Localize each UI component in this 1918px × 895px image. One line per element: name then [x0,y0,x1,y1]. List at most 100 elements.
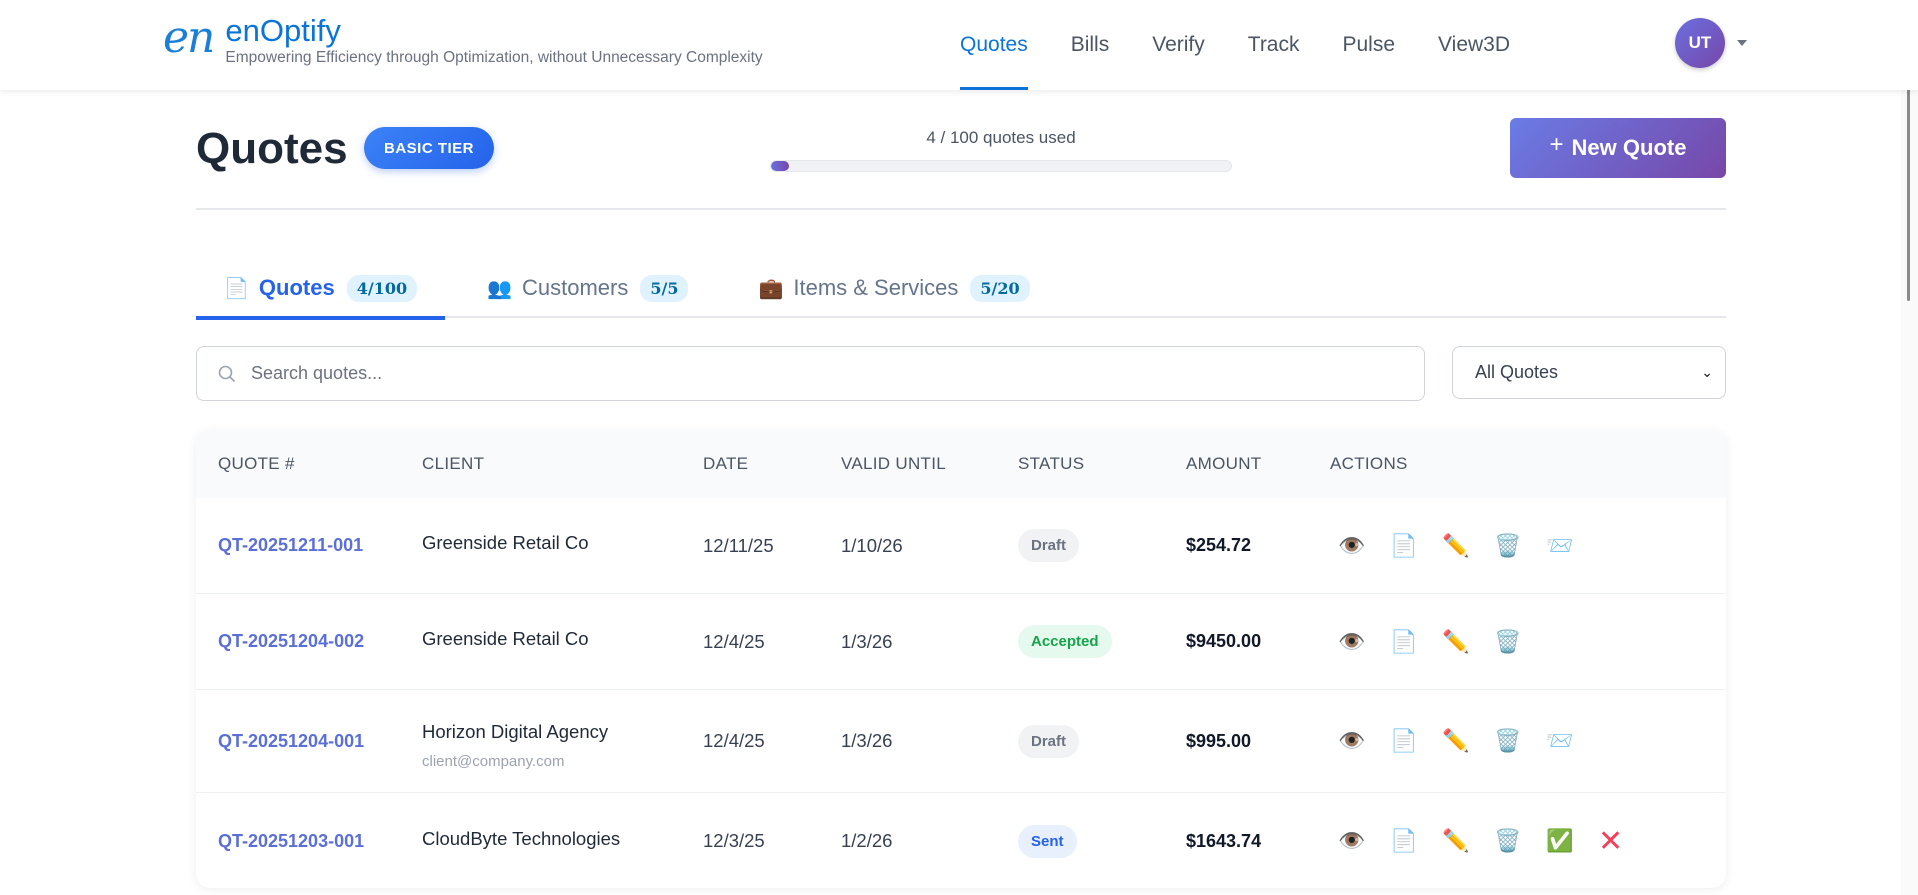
logo-icon: en [163,12,215,63]
brand[interactable]: en enOptify Empowering Efficiency throug… [163,14,763,67]
search-icon [218,365,236,382]
quote-amount: $254.72 [1186,535,1252,555]
tab-quotes[interactable]: 📄 Quotes 4/100 [196,258,446,320]
tab-customers[interactable]: 👥 Customers 5/5 [459,258,716,318]
usage-text: 4 / 100 quotes used [926,128,1076,147]
nav-item-pulse[interactable]: Pulse [1342,33,1396,56]
quote-date: 12/4/25 [703,630,765,652]
caret-down-icon[interactable] [1737,40,1747,46]
quote-amount: $995.00 [1186,730,1252,751]
new-quote-button[interactable]: + New Quote [1510,118,1726,178]
tab-count-badge: 4/100 [346,274,418,302]
pdf-icon[interactable]: 📄 [1390,628,1418,654]
top-navigation-bar: en enOptify Empowering Efficiency throug… [0,0,1918,90]
search-box [196,346,1425,401]
usage-progress-bar [770,160,1232,172]
tab-items-services[interactable]: 💼 Items & Services 5/20 [730,258,1057,318]
edit-icon[interactable]: ✏️ [1442,532,1470,558]
col-actions: ACTIONS [1330,454,1408,473]
chevron-down-icon: ⌄ [1701,364,1713,380]
document-icon: 📄 [224,277,249,300]
scrollbar-thumb[interactable] [1907,16,1910,301]
col-quote-number[interactable]: QUOTE # [218,454,295,473]
plus-icon: + [1549,131,1564,158]
edit-icon[interactable]: ✏️ [1442,628,1470,654]
valid-until-date: 1/3/26 [841,730,893,751]
avatar[interactable]: UT [1675,18,1725,68]
accept-icon[interactable]: ✅ [1546,828,1574,853]
pdf-icon[interactable]: 📄 [1390,532,1418,558]
valid-until-date: 1/3/26 [841,630,893,652]
client-name: Horizon Digital Agency [422,720,609,742]
client-name: CloudByte Technologies [422,828,621,849]
col-valid-until[interactable]: VALID UNTIL [841,454,947,473]
brand-tagline: Empowering Efficiency through Optimizati… [225,49,763,66]
nav-item-bills[interactable]: Bills [1070,33,1110,56]
usage-meter: 4 / 100 quotes used [770,128,1232,172]
status-badge: Draft [1018,724,1080,758]
quote-amount: $9450.00 [1186,631,1262,651]
brand-name: enOptify [225,13,341,48]
reject-icon[interactable]: ✕ [1598,824,1624,858]
tab-label: Customers [521,275,629,300]
tier-badge: BASIC TIER [364,127,495,169]
nav-item-quotes[interactable]: Quotes [960,0,1028,90]
status-badge: Draft [1018,529,1080,562]
status-filter-select[interactable]: All Quotes ⌄ [1452,346,1726,399]
quote-amount: $1643.74 [1186,830,1262,851]
nav-item-track[interactable]: Track [1247,33,1300,56]
new-quote-label: New Quote [1571,135,1687,160]
client-name: Greenside Retail Co [422,531,589,553]
status-badge: Accepted [1018,625,1112,658]
quote-number-link[interactable]: QT-20251204-001 [218,730,365,751]
people-icon: 👥 [487,277,512,300]
table-row: QT-20251204-002 Greenside Retail Co 12/4… [196,594,1726,690]
table-row: QT-20251203-001 CloudByte Technologies 1… [196,793,1726,888]
filter-selected: All Quotes [1475,362,1559,382]
nav-item-verify[interactable]: Verify [1152,33,1205,56]
quote-date: 12/3/25 [703,830,765,851]
quote-date: 12/11/25 [703,534,774,556]
view-icon[interactable]: 👁️ [1338,828,1366,853]
tab-label: Quotes [258,275,335,300]
tab-count-badge: 5/5 [640,274,689,302]
edit-icon[interactable]: ✏️ [1442,728,1470,753]
valid-until-date: 1/2/26 [841,830,893,851]
send-email-icon[interactable]: 📨 [1546,728,1574,753]
page-title: Quotes [196,124,348,173]
delete-icon[interactable]: 🗑️ [1494,532,1522,558]
search-input[interactable] [251,363,1351,384]
quote-date: 12/4/25 [703,730,765,751]
delete-icon[interactable]: 🗑️ [1494,828,1522,853]
quote-number-link[interactable]: QT-20251203-001 [218,830,365,851]
view-icon[interactable]: 👁️ [1338,532,1366,558]
main-nav: Quotes Bills Verify Track Pulse View3D [960,0,1553,90]
client-email: client@company.com [422,752,565,770]
table-row: QT-20251204-001 Horizon Digital Agency c… [196,690,1726,793]
edit-icon[interactable]: ✏️ [1442,828,1470,853]
col-status[interactable]: STATUS [1018,454,1085,473]
nav-item-view3d[interactable]: View3D [1438,33,1511,56]
table-row: QT-20251211-001 Greenside Retail Co 12/1… [196,498,1726,594]
delete-icon[interactable]: 🗑️ [1494,728,1522,753]
pdf-icon[interactable]: 📄 [1390,728,1418,753]
quote-number-link[interactable]: QT-20251204-002 [218,631,365,651]
view-icon[interactable]: 👁️ [1338,728,1366,753]
tab-count-badge: 5/20 [970,274,1030,302]
col-amount[interactable]: AMOUNT [1186,454,1262,473]
page-scrollbar[interactable] [1901,0,1918,895]
delete-icon[interactable]: 🗑️ [1494,628,1522,654]
status-badge: Sent [1018,824,1077,858]
user-menu[interactable]: UT [1675,18,1747,68]
page-header: Quotes BASIC TIER 4 / 100 quotes used + … [196,118,1726,210]
view-icon[interactable]: 👁️ [1338,628,1366,654]
briefcase-icon: 💼 [758,277,784,300]
col-date[interactable]: DATE [703,454,749,473]
send-email-icon[interactable]: 📨 [1546,532,1574,558]
section-tabs: 📄 Quotes 4/100 👥 Customers 5/5 💼 Items &… [196,258,1726,320]
col-client[interactable]: CLIENT [422,454,485,473]
quote-number-link[interactable]: QT-20251211-001 [218,535,364,555]
pdf-icon[interactable]: 📄 [1390,828,1418,853]
valid-until-date: 1/10/26 [841,534,903,556]
table-header: QUOTE # CLIENT DATE VALID UNTIL STATUS A… [196,430,1726,498]
